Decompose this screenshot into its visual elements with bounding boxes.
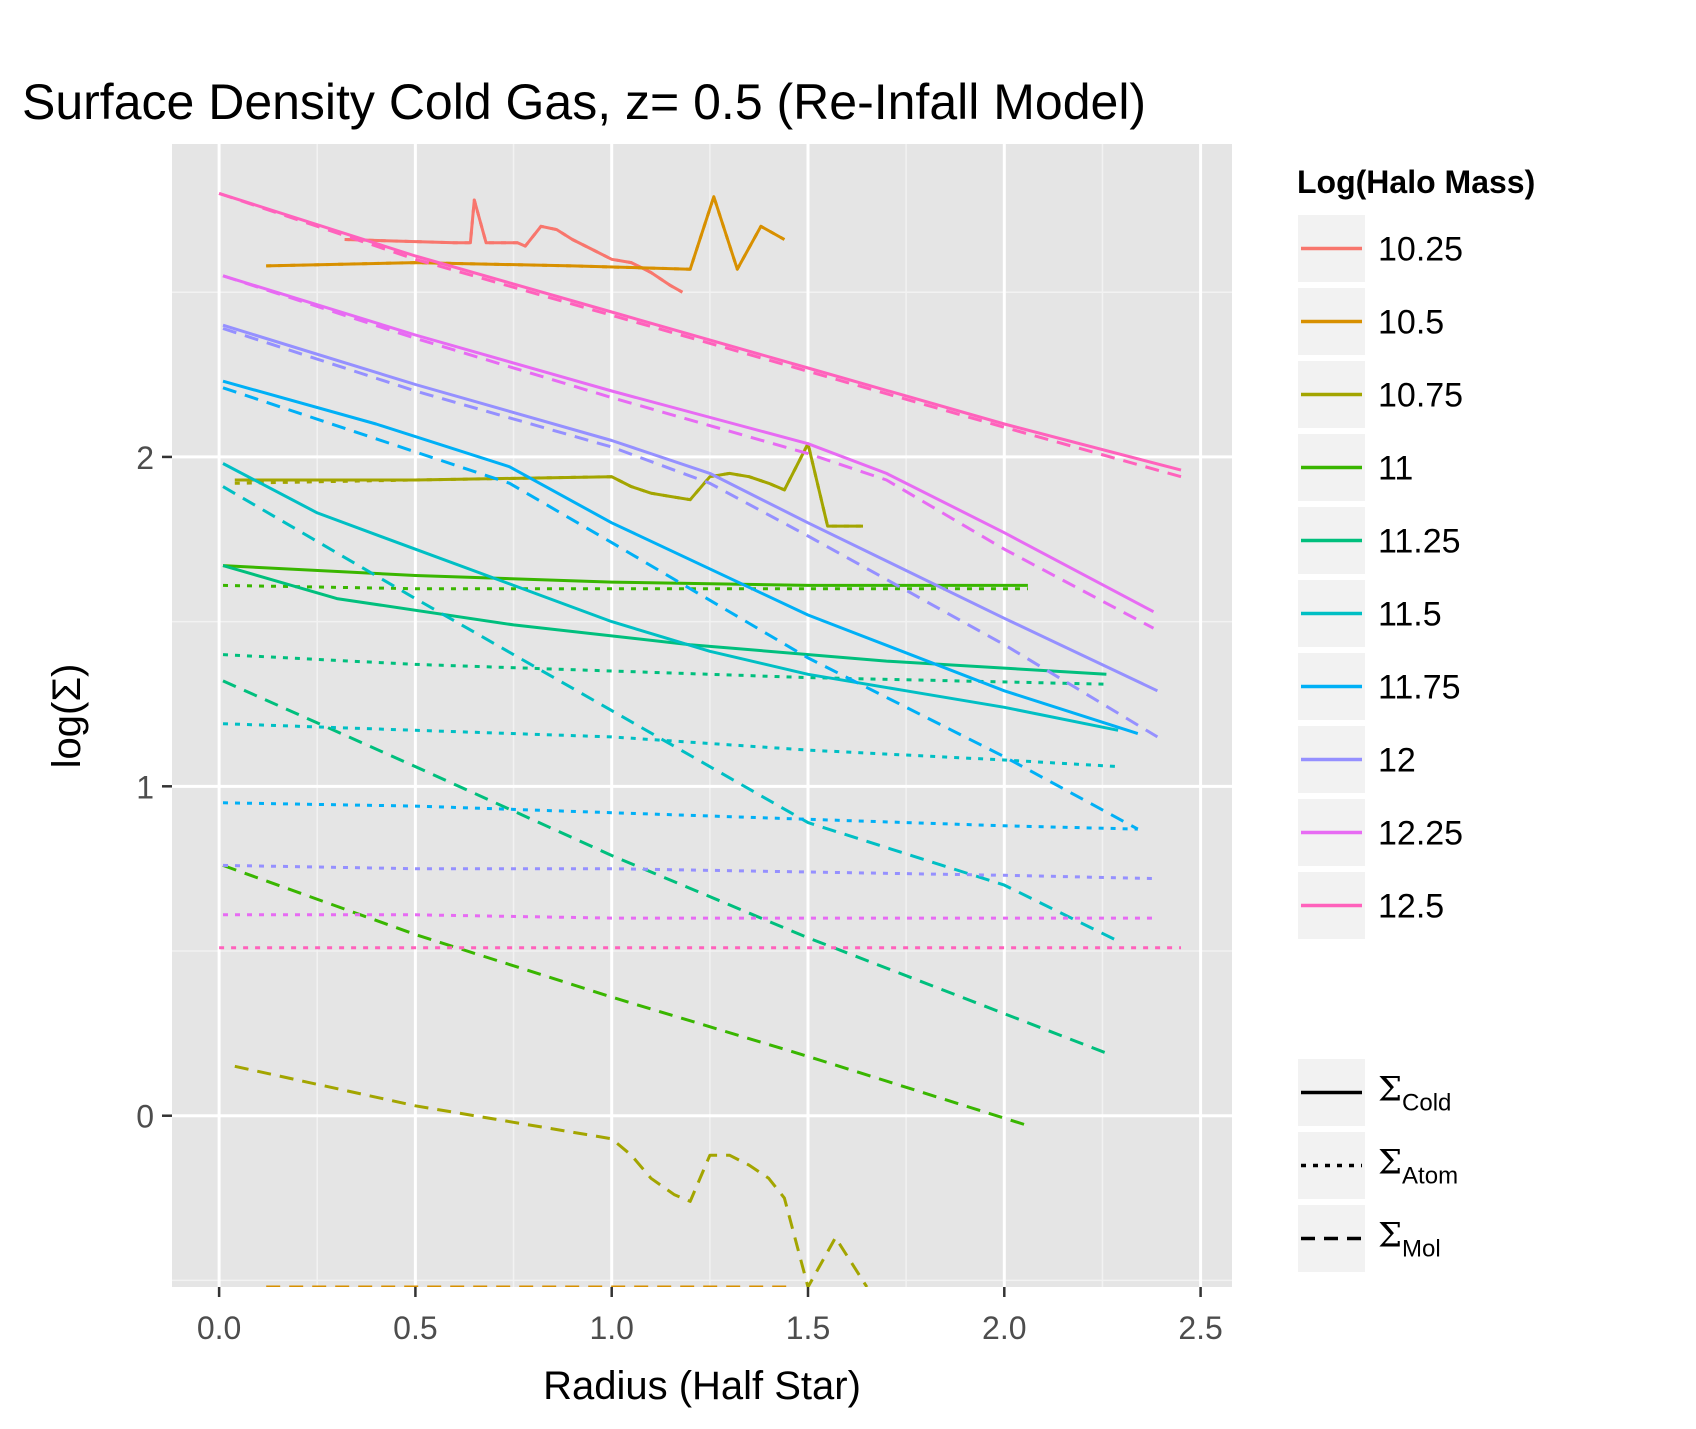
series-line-12-25-cold — [222, 274, 1155, 614]
series-line-11-5-atom — [222, 722, 1119, 769]
x-tick-label: 2.5 — [1178, 1310, 1222, 1346]
legend-entry-label: 12 — [1378, 742, 1416, 780]
series-line-10-75-mol — [234, 1064, 869, 1287]
series-line-11-25-cold — [222, 564, 1107, 676]
legend-entry-label: 10.5 — [1378, 304, 1444, 342]
series-line-12-25-atom — [223, 913, 1154, 920]
y-tick-labels: 0 1 2 — [136, 440, 154, 1135]
x-tick-label: 1.5 — [786, 1310, 830, 1346]
legend-entry-label: 12.25 — [1378, 815, 1463, 853]
legend-entry-label: 11.5 — [1378, 596, 1442, 634]
series-line-11-75-atom — [222, 801, 1138, 831]
x-tick-label: 0.5 — [393, 1310, 437, 1346]
series-line-12-5-cold — [218, 191, 1182, 472]
legend-entry-label: 11.25 — [1378, 523, 1461, 561]
grid-minor — [172, 144, 1232, 1287]
x-tick-labels: 0.0 0.5 1.0 1.5 2.0 2.5 — [197, 1310, 1223, 1346]
x-tick-label: 2.0 — [982, 1310, 1026, 1346]
legend-color-keys: 10.25 10.5 10.75 11 11.25 11.5 11.75 12 12.25 12.… — [1296, 213, 1463, 941]
series-line-12-5-mol — [218, 191, 1182, 479]
series-line-12-atom — [222, 863, 1158, 881]
y-tick-label: 1 — [136, 769, 154, 805]
series-line-11-25-mol — [222, 679, 1107, 1055]
legend-title: Log(Halo Mass) — [1297, 164, 1535, 200]
y-tick-label: 0 — [136, 1099, 154, 1135]
x-tick-label: 0.0 — [197, 1310, 241, 1346]
legend-entry-label: 12.5 — [1378, 888, 1444, 926]
legend-linetype-box — [1296, 1130, 1367, 1201]
series-line-11-atom — [222, 583, 1028, 591]
plot-panel — [172, 144, 1232, 1287]
series-layer — [218, 191, 1182, 1287]
y-axis-label: log(Σ) — [45, 664, 89, 769]
series-line-11-75-mol — [222, 386, 1139, 831]
series-line-12-cold — [222, 323, 1159, 693]
legend-entry-label: 10.25 — [1378, 231, 1463, 269]
series-line-11-5-mol — [222, 485, 1119, 943]
x-axis-label: Radius (Half Star) — [543, 1364, 861, 1408]
legend-linetype-label: ΣMol — [1378, 1216, 1441, 1263]
legend: Log(Halo Mass) 10.25 10.5 10.75 11 11.25 11.5… — [1296, 164, 1535, 1274]
series-line-12-mol — [222, 327, 1159, 739]
series-line-11-cold — [222, 564, 1028, 587]
axis-ticks — [162, 455, 1202, 1297]
legend-entry-label: 11 — [1378, 450, 1413, 488]
chart-title: Surface Density Cold Gas, z= 0.5 (Re-Inf… — [22, 74, 1146, 130]
legend-linetype-keys: ΣCold ΣAtom ΣMol — [1296, 1057, 1458, 1274]
series-line-11-5-cold — [222, 462, 1119, 732]
series-line-11-25-atom — [222, 653, 1107, 686]
x-tick-label: 1.0 — [589, 1310, 633, 1346]
series-line-10-75-atom — [234, 442, 863, 528]
legend-entry-label: 11.75 — [1378, 669, 1461, 707]
series-line-12-25-mol — [222, 274, 1155, 630]
legend-linetype-label: ΣAtom — [1378, 1143, 1458, 1190]
legend-linetype-label: ΣCold — [1378, 1070, 1451, 1117]
legend-entry-label: 10.75 — [1378, 377, 1463, 415]
series-line-11-mol — [222, 863, 1029, 1128]
y-tick-label: 2 — [136, 440, 154, 476]
series-line-11-75-cold — [222, 379, 1139, 736]
